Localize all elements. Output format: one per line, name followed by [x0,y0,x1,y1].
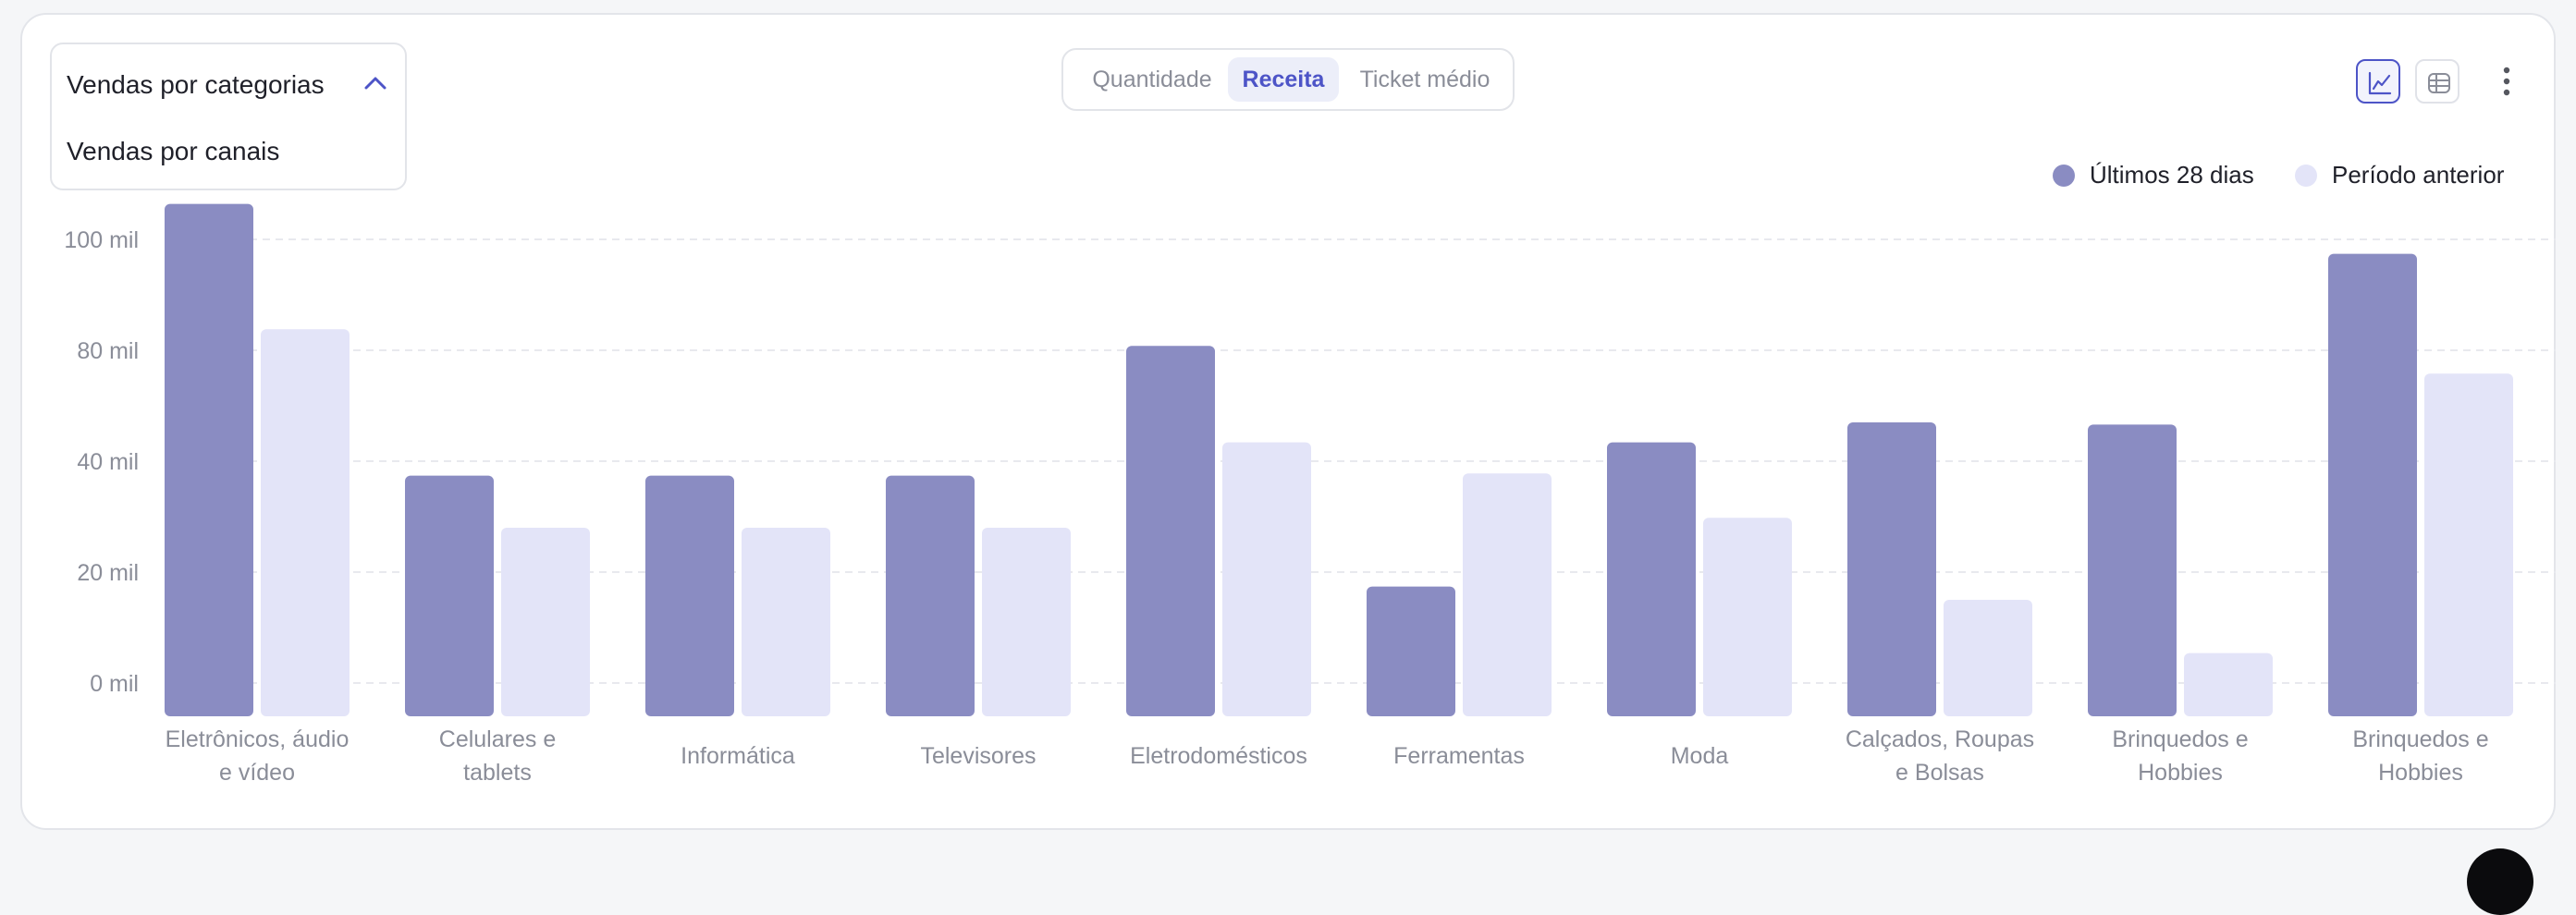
revenue-bar-chart: 100 mil 80 mil 40 mil 20 mil 0 mil Eletrônico… [64,203,2556,786]
more-vertical-icon [2503,67,2510,96]
x-tick-label: Brinquedos e [2112,726,2248,752]
bar-current [2328,253,2417,716]
y-tick-label: 0 mil [90,671,139,697]
bar-previous [1944,600,2032,716]
x-tick-label: Eletrônicos, áudio [166,726,350,752]
x-tick-label: e Bolsas [1895,760,1984,786]
dropdown-option-channels[interactable]: Vendas por canais [67,137,280,165]
legend-swatch-previous [2295,165,2317,187]
bar-current [1607,442,1696,716]
x-tick-label: Informática [681,743,795,769]
bar-previous [1703,518,1792,716]
bar-current [645,475,734,716]
table-icon [2428,73,2450,93]
x-tick-label: Calçados, Roupas [1846,726,2034,752]
bar-current [165,203,253,717]
floating-action-button[interactable] [2467,848,2533,915]
y-tick-label: 80 mil [77,338,139,364]
x-tick-label: Hobbies [2378,760,2463,786]
y-tick-label: 20 mil [77,560,139,586]
tab-quantidade[interactable]: Quantidade [1092,67,1212,92]
legend-swatch-current [2053,165,2075,187]
chevron-up-icon[interactable] [362,72,388,94]
bar-current [1126,346,1215,716]
bar-previous [1222,442,1311,716]
bar-previous [2184,653,2273,716]
dropdown-selected-option[interactable]: Vendas por categorias [67,70,325,99]
bar-previous [2424,373,2513,716]
x-tick-label: Brinquedos e [2352,726,2488,752]
more-options-button[interactable] [2491,59,2522,104]
bar-current [2088,424,2177,716]
x-tick-label: Ferramentas [1393,743,1525,769]
bar-current [405,475,494,716]
x-tick-label: Eletrodomésticos [1130,743,1307,769]
bar-current [1847,422,1936,716]
tab-ticket-medio[interactable]: Ticket médio [1359,67,1490,92]
x-tick-label: Televisores [920,743,1036,769]
bar-previous [1463,473,1552,716]
x-tick-label: e vídeo [219,760,295,786]
chart-view-button[interactable] [2356,59,2400,104]
legend-label-previous: Período anterior [2332,161,2505,189]
x-tick-label: Moda [1671,743,1729,769]
bar-previous [982,528,1071,716]
line-chart-icon [2368,71,2392,95]
chart-selector-dropdown[interactable]: Vendas por categorias Vendas por canais [50,43,407,190]
table-view-button[interactable] [2415,59,2459,104]
x-tick-label: tablets [463,760,532,786]
x-tick-label: Celulares e [439,726,556,752]
y-tick-label: 100 mil [64,227,139,253]
legend-label-current: Últimos 28 dias [2090,161,2254,189]
bar-previous [501,528,590,716]
bar-current [1367,586,1455,716]
tab-receita[interactable]: Receita [1228,57,1339,102]
bar-current [886,475,975,716]
x-tick-label: Hobbies [2138,760,2223,786]
y-tick-label: 40 mil [77,449,139,475]
bar-previous [261,329,350,716]
bar-previous [742,528,830,716]
metric-tabs: Quantidade Receita Ticket médio [1061,48,1515,111]
